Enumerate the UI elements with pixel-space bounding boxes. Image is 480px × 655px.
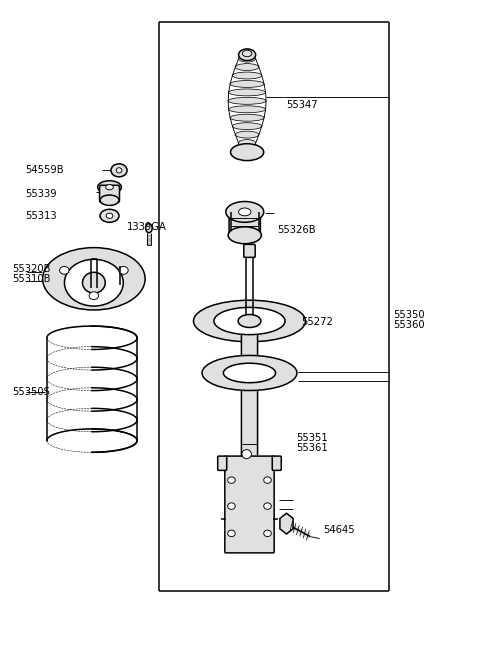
FancyBboxPatch shape xyxy=(244,244,255,257)
Ellipse shape xyxy=(242,449,252,458)
Ellipse shape xyxy=(239,49,256,60)
Ellipse shape xyxy=(232,122,262,130)
Ellipse shape xyxy=(228,98,266,104)
Text: 55350S: 55350S xyxy=(12,388,50,398)
Ellipse shape xyxy=(83,272,105,293)
Text: 54559B: 54559B xyxy=(25,165,64,176)
Text: 55360: 55360 xyxy=(393,320,424,330)
Text: 55320B: 55320B xyxy=(12,264,51,274)
Ellipse shape xyxy=(89,291,98,299)
FancyBboxPatch shape xyxy=(218,456,227,470)
Ellipse shape xyxy=(226,202,264,222)
Ellipse shape xyxy=(119,267,128,274)
Ellipse shape xyxy=(230,143,264,160)
FancyBboxPatch shape xyxy=(229,210,261,237)
Ellipse shape xyxy=(97,181,121,194)
Ellipse shape xyxy=(106,185,113,190)
Ellipse shape xyxy=(100,210,119,222)
Text: 55361: 55361 xyxy=(296,443,328,453)
Ellipse shape xyxy=(264,503,271,510)
Text: 54645: 54645 xyxy=(323,525,355,535)
Text: 55310B: 55310B xyxy=(12,274,51,284)
Ellipse shape xyxy=(239,55,256,62)
Ellipse shape xyxy=(264,477,271,483)
Ellipse shape xyxy=(116,168,122,173)
Ellipse shape xyxy=(238,314,261,328)
Text: 55347: 55347 xyxy=(287,100,318,111)
Ellipse shape xyxy=(193,300,305,342)
Ellipse shape xyxy=(202,356,297,390)
FancyBboxPatch shape xyxy=(241,324,258,497)
Ellipse shape xyxy=(228,477,235,483)
Ellipse shape xyxy=(223,364,276,383)
Ellipse shape xyxy=(235,131,259,138)
Ellipse shape xyxy=(228,530,235,536)
Ellipse shape xyxy=(64,259,123,306)
Ellipse shape xyxy=(228,106,265,113)
FancyBboxPatch shape xyxy=(272,456,281,470)
Ellipse shape xyxy=(111,164,127,177)
Ellipse shape xyxy=(228,503,235,510)
Ellipse shape xyxy=(228,227,261,244)
Ellipse shape xyxy=(239,208,251,215)
FancyBboxPatch shape xyxy=(99,185,120,202)
Ellipse shape xyxy=(100,195,119,206)
Ellipse shape xyxy=(230,114,264,121)
Text: 55326B: 55326B xyxy=(277,225,316,235)
Text: 55350: 55350 xyxy=(393,310,424,320)
Ellipse shape xyxy=(235,64,259,71)
Ellipse shape xyxy=(43,248,145,310)
Text: 55272: 55272 xyxy=(301,317,333,328)
FancyBboxPatch shape xyxy=(225,456,274,553)
Text: 55339: 55339 xyxy=(25,189,57,198)
Ellipse shape xyxy=(214,307,285,335)
Text: 55351: 55351 xyxy=(296,433,328,443)
Ellipse shape xyxy=(228,89,265,96)
Ellipse shape xyxy=(230,81,264,87)
Ellipse shape xyxy=(106,213,113,218)
Ellipse shape xyxy=(145,223,152,233)
Text: 55313: 55313 xyxy=(25,211,57,221)
Ellipse shape xyxy=(232,72,262,79)
Ellipse shape xyxy=(242,50,252,57)
Ellipse shape xyxy=(239,140,256,147)
Ellipse shape xyxy=(60,267,69,274)
Text: 1339GA: 1339GA xyxy=(127,222,167,232)
Ellipse shape xyxy=(264,530,271,536)
